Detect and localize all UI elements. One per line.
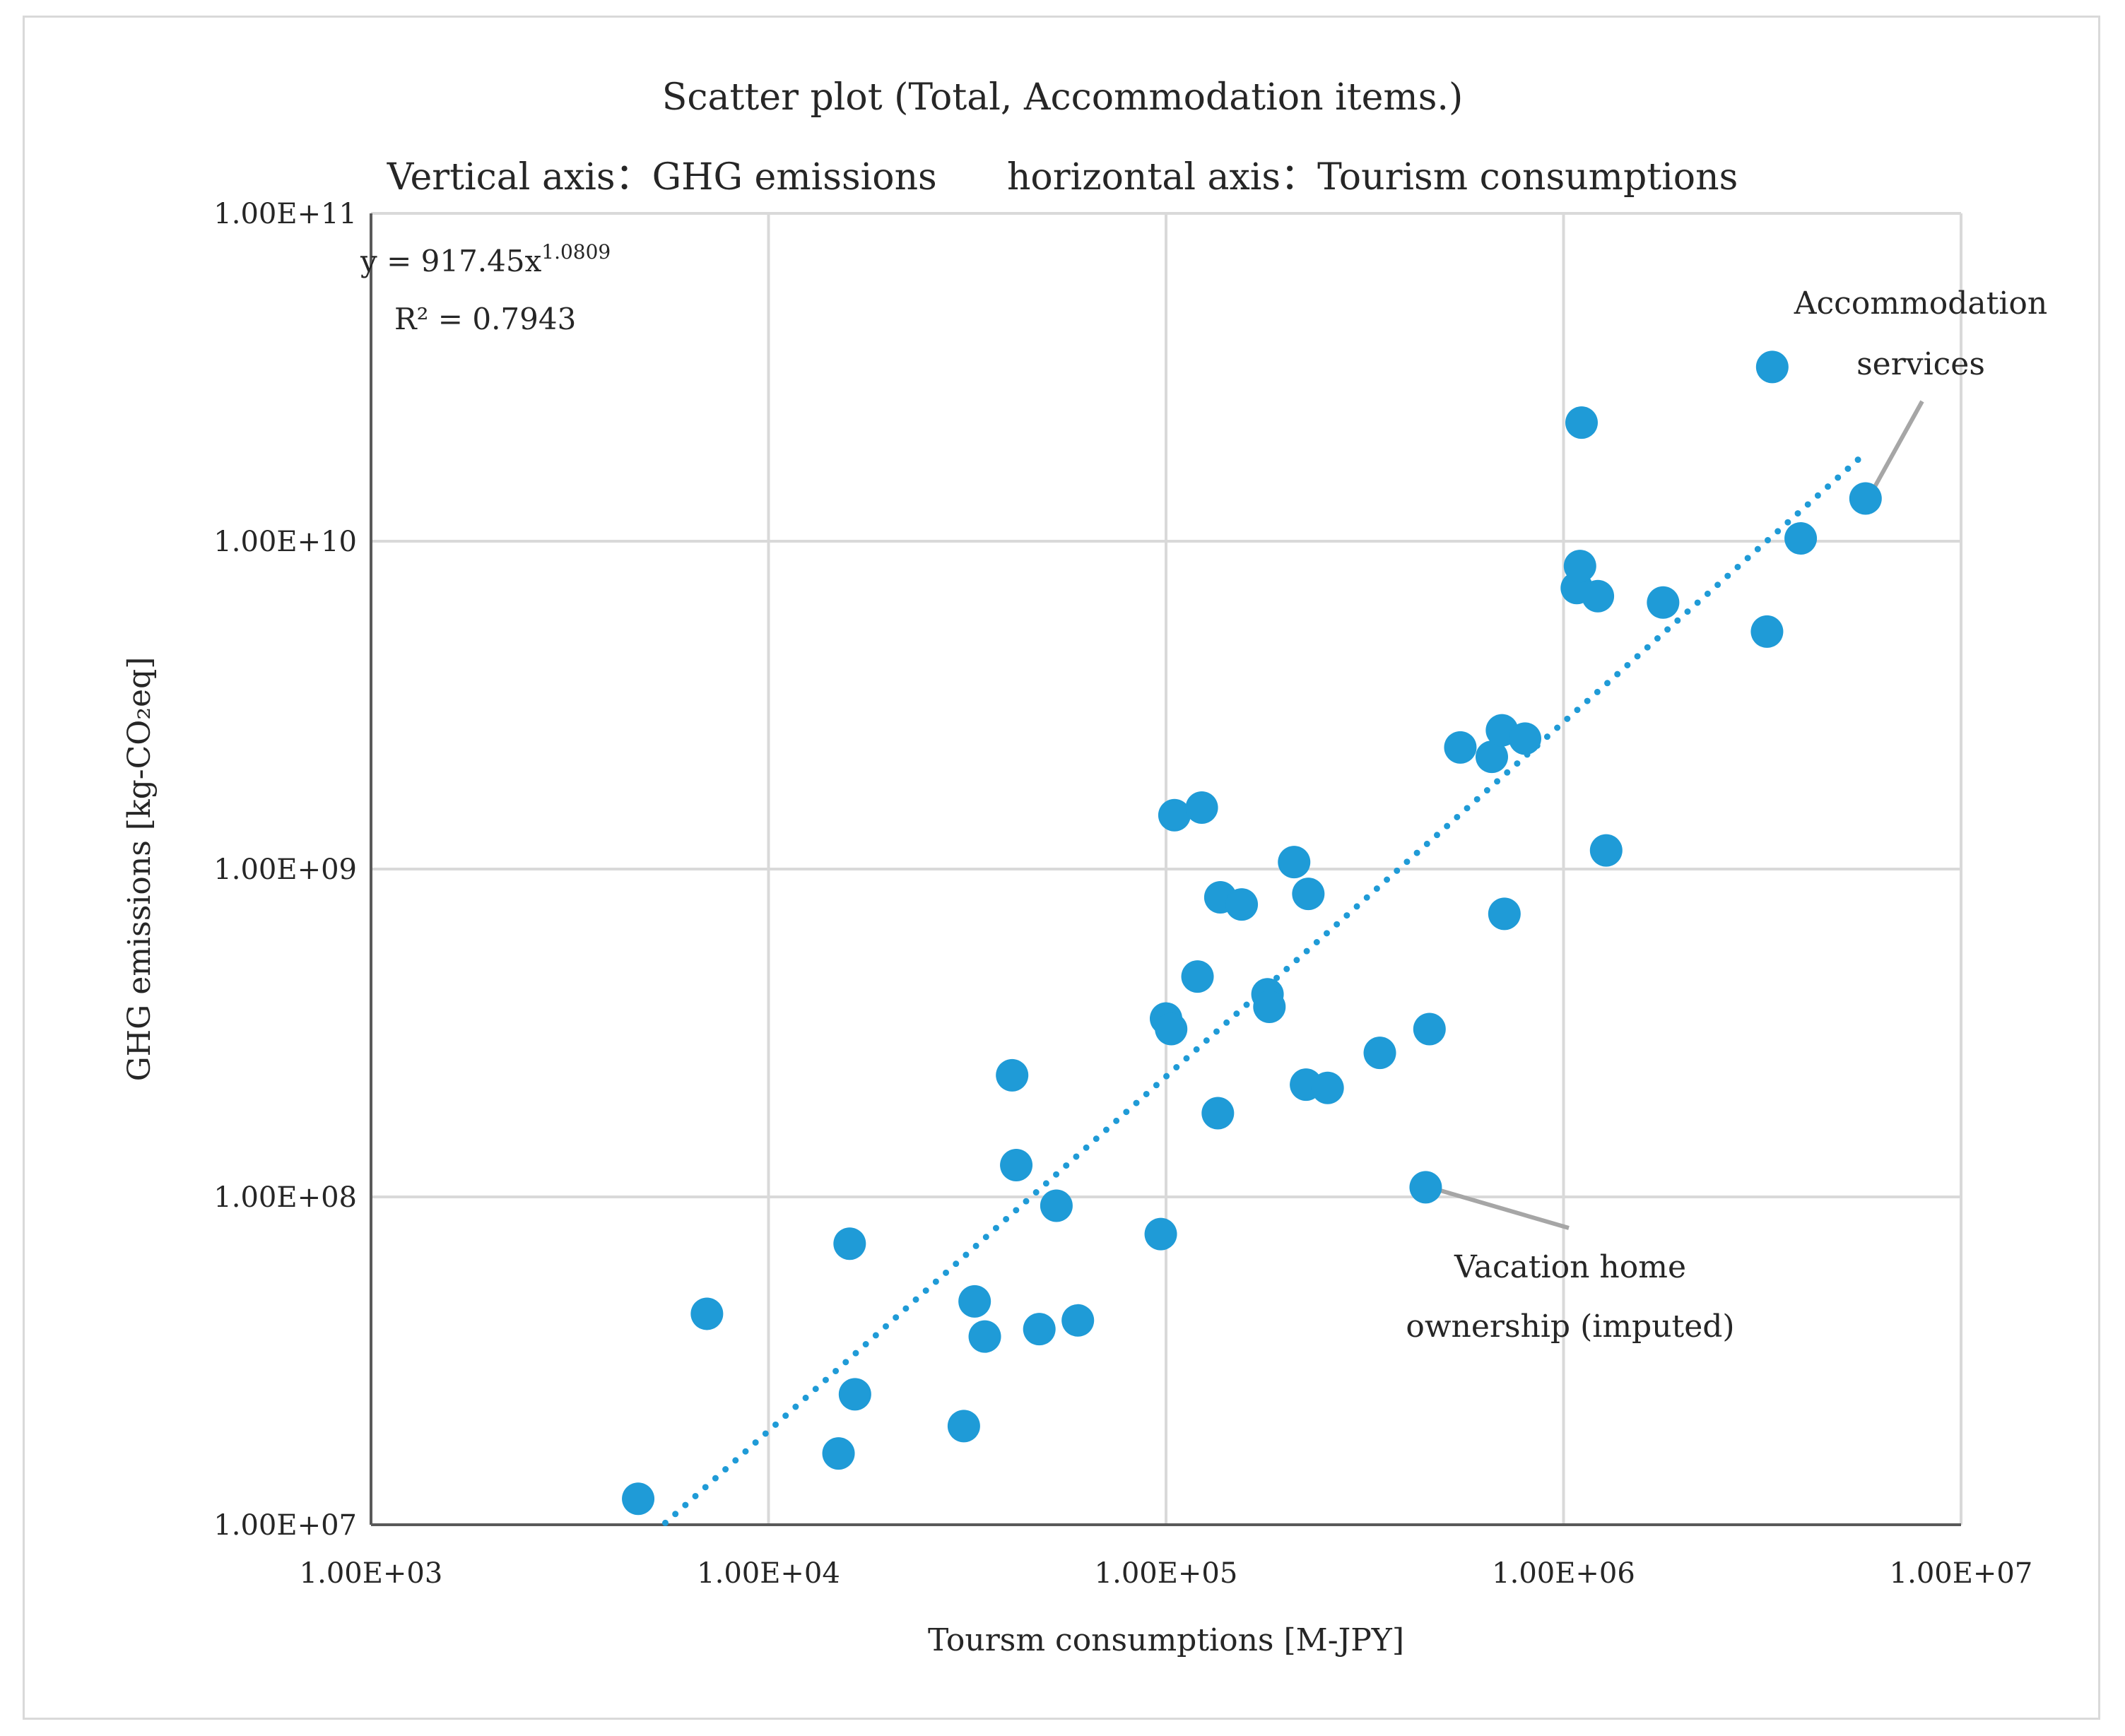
annotation-accommodation-line2: services bbox=[1856, 346, 1985, 382]
data-point bbox=[1444, 731, 1477, 764]
y-tick-label: 1.00E+11 bbox=[213, 198, 357, 230]
data-point bbox=[958, 1285, 991, 1318]
trendline-equation-base: y = 917.45x bbox=[360, 244, 542, 278]
data-point bbox=[1225, 888, 1259, 921]
data-point bbox=[1023, 1313, 1056, 1346]
chart-subtitle: Vertical axis：GHG emissions horizontal a… bbox=[0, 147, 2125, 200]
data-point bbox=[1488, 897, 1521, 931]
data-point bbox=[1563, 550, 1596, 583]
data-point bbox=[1292, 878, 1325, 911]
data-point bbox=[690, 1297, 724, 1330]
x-tick-label: 1.00E+07 bbox=[1890, 1557, 2033, 1590]
annotation-accommodation-line1: Accommodation bbox=[1794, 285, 2047, 321]
data-point bbox=[1409, 1171, 1442, 1204]
data-point bbox=[1755, 350, 1789, 384]
data-point bbox=[1849, 482, 1882, 515]
y-tick-label: 1.00E+10 bbox=[213, 526, 357, 558]
data-point bbox=[1363, 1037, 1396, 1070]
data-point bbox=[838, 1378, 871, 1411]
data-point bbox=[1565, 406, 1598, 439]
x-tick-label: 1.00E+04 bbox=[697, 1557, 840, 1590]
annotation-leader-accommodation bbox=[1867, 400, 1924, 498]
data-point bbox=[1508, 722, 1541, 755]
data-point bbox=[1185, 791, 1218, 824]
data-point bbox=[1158, 798, 1191, 832]
data-point bbox=[1589, 834, 1623, 867]
data-point bbox=[947, 1410, 980, 1443]
data-point bbox=[1278, 846, 1311, 879]
data-point bbox=[996, 1058, 1029, 1092]
y-tick-label: 1.00E+07 bbox=[213, 1509, 357, 1542]
annotation-vacation-line1: Vacation home bbox=[1454, 1249, 1686, 1285]
data-point bbox=[1413, 1012, 1446, 1046]
data-point bbox=[822, 1437, 855, 1470]
data-point bbox=[1000, 1149, 1033, 1182]
x-tick-label: 1.00E+03 bbox=[300, 1557, 443, 1590]
r-squared-label: R² = 0.7943 bbox=[394, 302, 576, 336]
annotation-leader-vacation bbox=[1428, 1185, 1570, 1230]
trendline-equation: y = 917.45x1.0809 bbox=[360, 240, 611, 278]
subtitle-horizontal-axis: horizontal axis：Tourism consumptions bbox=[1006, 156, 1738, 199]
data-point bbox=[622, 1482, 655, 1516]
trendline-equation-exponent: 1.0809 bbox=[541, 240, 611, 264]
data-point bbox=[1144, 1217, 1177, 1251]
data-point bbox=[1155, 1012, 1188, 1046]
annotation-vacation-line2: ownership (imputed) bbox=[1406, 1309, 1734, 1345]
data-point bbox=[1582, 579, 1615, 613]
data-point bbox=[1181, 960, 1214, 993]
data-point bbox=[1647, 586, 1680, 619]
subtitle-vertical-axis: Vertical axis：GHG emissions bbox=[387, 156, 937, 199]
data-point bbox=[1040, 1189, 1073, 1222]
data-point bbox=[1784, 522, 1818, 555]
y-tick-label: 1.00E+08 bbox=[213, 1181, 357, 1214]
data-point bbox=[1061, 1304, 1095, 1337]
data-point bbox=[1475, 740, 1508, 774]
data-point bbox=[833, 1227, 866, 1260]
data-point bbox=[968, 1320, 1001, 1353]
data-point bbox=[1311, 1071, 1344, 1104]
x-tick-label: 1.00E+05 bbox=[1095, 1557, 1238, 1590]
x-tick-label: 1.00E+06 bbox=[1492, 1557, 1635, 1590]
x-axis-title: Toursm consumptions [M-JPY] bbox=[928, 1622, 1404, 1658]
data-point bbox=[1253, 990, 1286, 1023]
chart-title: Scatter plot (Total, Accommodation items… bbox=[661, 76, 1464, 119]
y-axis-title: GHG emissions [kg-CO₂eq] bbox=[122, 657, 158, 1082]
data-point bbox=[1750, 615, 1784, 648]
y-tick-label: 1.00E+09 bbox=[213, 854, 357, 886]
data-point bbox=[1201, 1097, 1235, 1130]
